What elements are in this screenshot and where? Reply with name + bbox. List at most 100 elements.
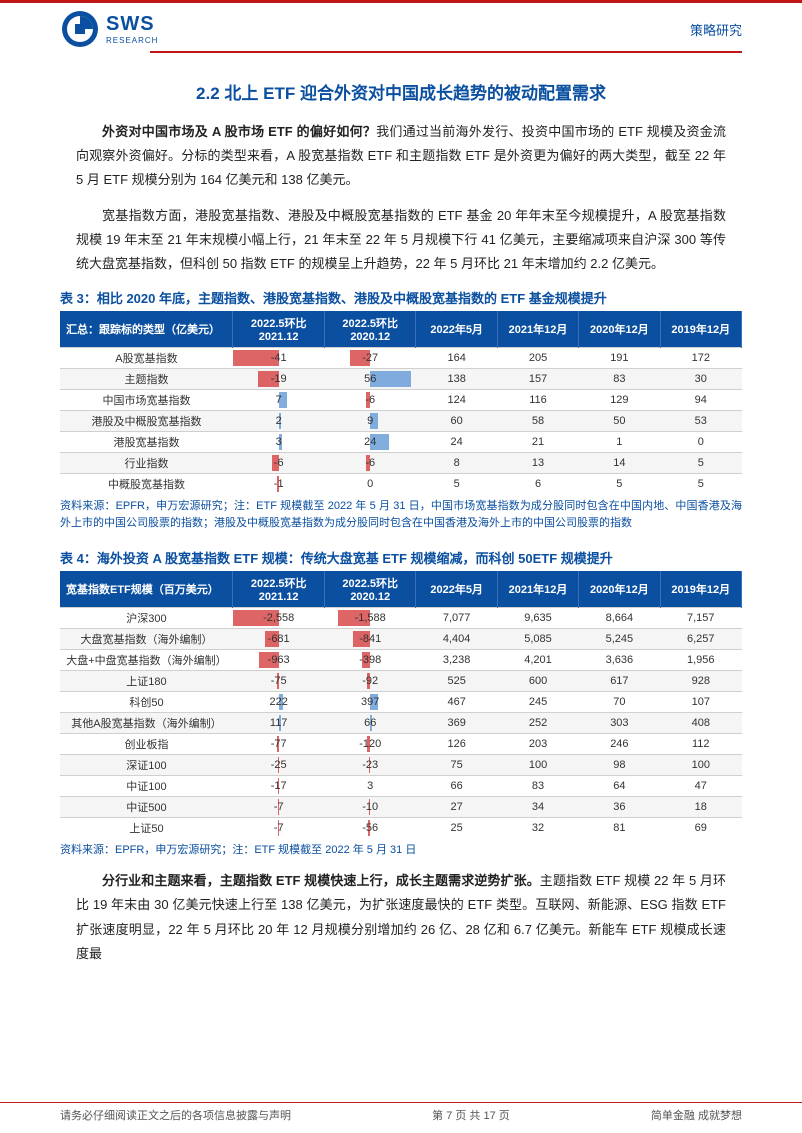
data-cell: 408 <box>660 713 741 734</box>
table-3: 汇总：跟踪标的类型（亿美元）2022.5环比2021.122022.5环比202… <box>60 311 742 494</box>
row-label: 主题指数 <box>60 369 233 390</box>
bar-cell: -1 <box>233 474 325 495</box>
data-cell: 1 <box>579 432 660 453</box>
row-label: A股宽基指数 <box>60 348 233 369</box>
table-header-cell: 2019年12月 <box>660 311 741 348</box>
data-cell: 81 <box>579 818 660 839</box>
bar-cell: -17 <box>233 776 325 797</box>
data-cell: 27 <box>416 797 497 818</box>
data-cell: 21 <box>497 432 578 453</box>
data-cell: 8 <box>416 453 497 474</box>
data-cell: 60 <box>416 411 497 432</box>
data-cell: 83 <box>497 776 578 797</box>
bar-cell: -1,588 <box>324 608 416 629</box>
data-cell: 70 <box>579 692 660 713</box>
bar-cell: -7 <box>233 818 325 839</box>
data-cell: 66 <box>416 776 497 797</box>
bar-cell: 24 <box>324 432 416 453</box>
row-label: 中证100 <box>60 776 233 797</box>
table-4-source: 资料来源：EPFR，申万宏源研究；注：ETF 规模截至 2022 年 5 月 3… <box>60 842 742 859</box>
row-label: 中国市场宽基指数 <box>60 390 233 411</box>
data-cell: 252 <box>497 713 578 734</box>
data-cell: 303 <box>579 713 660 734</box>
table-header-cell: 2022.5环比2021.12 <box>233 571 325 608</box>
data-cell: 53 <box>660 411 741 432</box>
bar-cell: -6 <box>324 390 416 411</box>
table-row: 大盘宽基指数（海外编制）-681-8414,4045,0855,2456,257 <box>60 629 742 650</box>
logo-text: SWS <box>106 13 158 36</box>
data-cell: 164 <box>416 348 497 369</box>
data-cell: 4,201 <box>497 650 578 671</box>
table-row: 上证50-7-5625328169 <box>60 818 742 839</box>
bar-cell: -7 <box>233 797 325 818</box>
row-label: 上证50 <box>60 818 233 839</box>
table-row: 科创5022239746724570107 <box>60 692 742 713</box>
page-header: SWS RESEARCH 策略研究 <box>0 3 802 51</box>
row-label: 其他A股宽基指数（海外编制） <box>60 713 233 734</box>
data-cell: 25 <box>416 818 497 839</box>
table-4-caption: 表 4：海外投资 A 股宽基指数 ETF 规模：传统大盘宽基 ETF 规模缩减，… <box>60 548 742 567</box>
table-row: 大盘+中盘宽基指数（海外编制）-963-3983,2384,2013,6361,… <box>60 650 742 671</box>
data-cell: 5 <box>660 453 741 474</box>
data-cell: 58 <box>497 411 578 432</box>
data-cell: 7,157 <box>660 608 741 629</box>
data-cell: 525 <box>416 671 497 692</box>
data-cell: 34 <box>497 797 578 818</box>
data-cell: 6,257 <box>660 629 741 650</box>
bar-cell: -23 <box>324 755 416 776</box>
data-cell: 6 <box>497 474 578 495</box>
table-row: 港股宽基指数324242110 <box>60 432 742 453</box>
row-label: 沪深300 <box>60 608 233 629</box>
row-label: 中证500 <box>60 797 233 818</box>
table-header-cell: 2021年12月 <box>497 571 578 608</box>
data-cell: 246 <box>579 734 660 755</box>
bar-cell: 0 <box>324 474 416 495</box>
table-header-cell: 2020年12月 <box>579 311 660 348</box>
bar-cell: 66 <box>324 713 416 734</box>
table-header-cell: 2022.5环比2021.12 <box>233 311 325 348</box>
bar-cell: 3 <box>324 776 416 797</box>
table-row: 深证100-25-237510098100 <box>60 755 742 776</box>
data-cell: 47 <box>660 776 741 797</box>
paragraph-1: 外资对中国市场及 A 股市场 ETF 的偏好如何？我们通过当前海外发行、投资中国… <box>60 120 742 192</box>
data-cell: 5 <box>660 474 741 495</box>
content-area: 2.2 北上 ETF 迎合外资对中国成长趋势的被动配置需求 外资对中国市场及 A… <box>0 53 802 966</box>
bar-cell: -398 <box>324 650 416 671</box>
bar-cell: 117 <box>233 713 325 734</box>
bar-cell: -92 <box>324 671 416 692</box>
row-label: 港股宽基指数 <box>60 432 233 453</box>
bar-cell: -6 <box>324 453 416 474</box>
table-row: 港股及中概股宽基指数2960585053 <box>60 411 742 432</box>
data-cell: 467 <box>416 692 497 713</box>
bar-cell: -681 <box>233 629 325 650</box>
data-cell: 50 <box>579 411 660 432</box>
data-cell: 138 <box>416 369 497 390</box>
table-row: 创业板指-77-120126203246112 <box>60 734 742 755</box>
table-header-cell: 2022年5月 <box>416 311 497 348</box>
bar-cell: -77 <box>233 734 325 755</box>
sws-logo-icon <box>60 9 100 49</box>
bar-cell: -41 <box>233 348 325 369</box>
row-label: 上证180 <box>60 671 233 692</box>
table-header-cell: 宽基指数ETF规模（百万美元） <box>60 571 233 608</box>
table-3-caption: 表 3：相比 2020 年底，主题指数、港股宽基指数、港股及中概股宽基指数的 E… <box>60 288 742 307</box>
table-3-source: 资料来源：EPFR，申万宏源研究；注：ETF 规模截至 2022 年 5 月 3… <box>60 498 742 532</box>
logo-subtext: RESEARCH <box>106 36 158 45</box>
data-cell: 14 <box>579 453 660 474</box>
data-cell: 129 <box>579 390 660 411</box>
data-cell: 3,238 <box>416 650 497 671</box>
data-cell: 100 <box>660 755 741 776</box>
bar-cell: -120 <box>324 734 416 755</box>
row-label: 行业指数 <box>60 453 233 474</box>
data-cell: 36 <box>579 797 660 818</box>
table-row: 主题指数-19561381578330 <box>60 369 742 390</box>
data-cell: 617 <box>579 671 660 692</box>
data-cell: 30 <box>660 369 741 390</box>
data-cell: 124 <box>416 390 497 411</box>
table-header-cell: 2020年12月 <box>579 571 660 608</box>
data-cell: 126 <box>416 734 497 755</box>
table-row: 中概股宽基指数-105655 <box>60 474 742 495</box>
bar-cell: 397 <box>324 692 416 713</box>
footer-page-number: 第 7 页 共 17 页 <box>432 1107 510 1123</box>
data-cell: 9,635 <box>497 608 578 629</box>
